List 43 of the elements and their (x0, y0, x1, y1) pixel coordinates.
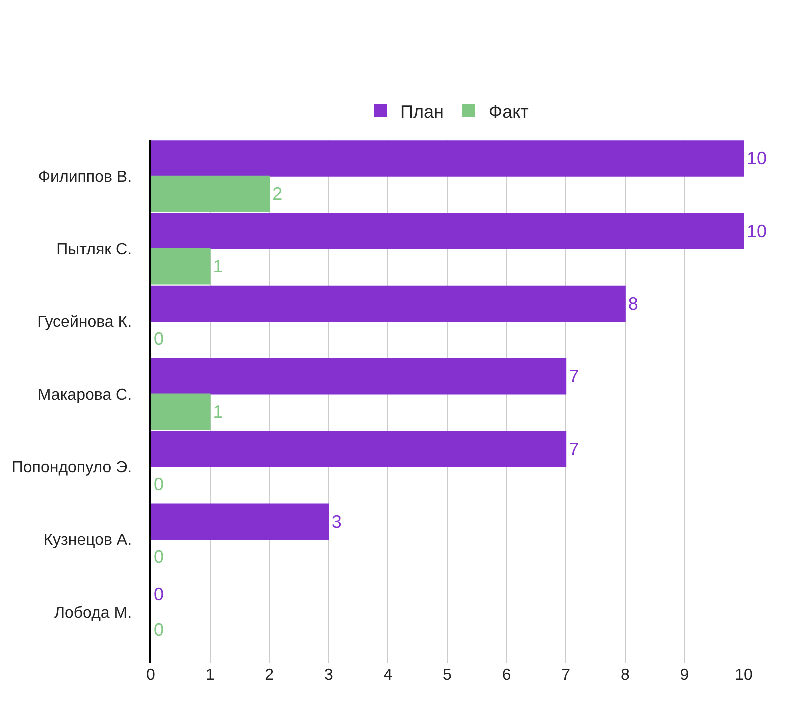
x-tick-label: 3 (324, 667, 334, 684)
data-label: 0 (154, 584, 164, 605)
x-tick-label: 6 (502, 667, 512, 684)
data-label: 10 (747, 221, 768, 242)
legend-label: Факт (488, 102, 529, 122)
x-tick-label: 7 (562, 667, 571, 684)
y-tick-label: Попондопуло Э. (12, 459, 132, 476)
data-label: 0 (154, 620, 164, 640)
data-label: 3 (332, 512, 342, 532)
data-label: 0 (154, 547, 164, 568)
bar (151, 431, 567, 468)
bar (151, 504, 330, 540)
bar (151, 213, 744, 250)
x-tick-label: 8 (620, 667, 630, 684)
y-tick-label: Гусейнова К. (38, 314, 132, 332)
y-tick-label: Лобода М. (54, 604, 132, 622)
bar (151, 358, 567, 395)
data-label: 1 (213, 402, 224, 422)
x-tick-label: 0 (146, 667, 156, 684)
bar (151, 176, 270, 212)
y-tick-label: Пытляк С. (56, 242, 132, 259)
data-label: 7 (569, 366, 580, 387)
legend-label: План (400, 102, 444, 122)
x-tick-label: 9 (680, 667, 690, 684)
y-tick-label: Кузнецов А. (44, 532, 132, 550)
x-tick-label: 4 (384, 667, 393, 684)
x-tick-label: 2 (265, 667, 274, 684)
bar (151, 248, 211, 285)
bar (151, 140, 744, 177)
x-tick-label: 1 (206, 667, 215, 684)
x-tick-label: 10 (735, 667, 753, 684)
data-label: 7 (569, 439, 580, 460)
data-label: 1 (213, 256, 224, 277)
data-label: 8 (628, 294, 638, 314)
bar (151, 394, 211, 430)
data-label: 0 (154, 474, 164, 494)
y-tick-label: Филиппов В. (38, 168, 132, 186)
y-tick-label: Макарова С. (38, 386, 132, 404)
bar (151, 286, 626, 322)
data-label: 0 (154, 329, 164, 350)
data-label: 2 (272, 184, 283, 204)
x-tick-label: 5 (443, 667, 452, 684)
data-label: 10 (747, 148, 768, 169)
